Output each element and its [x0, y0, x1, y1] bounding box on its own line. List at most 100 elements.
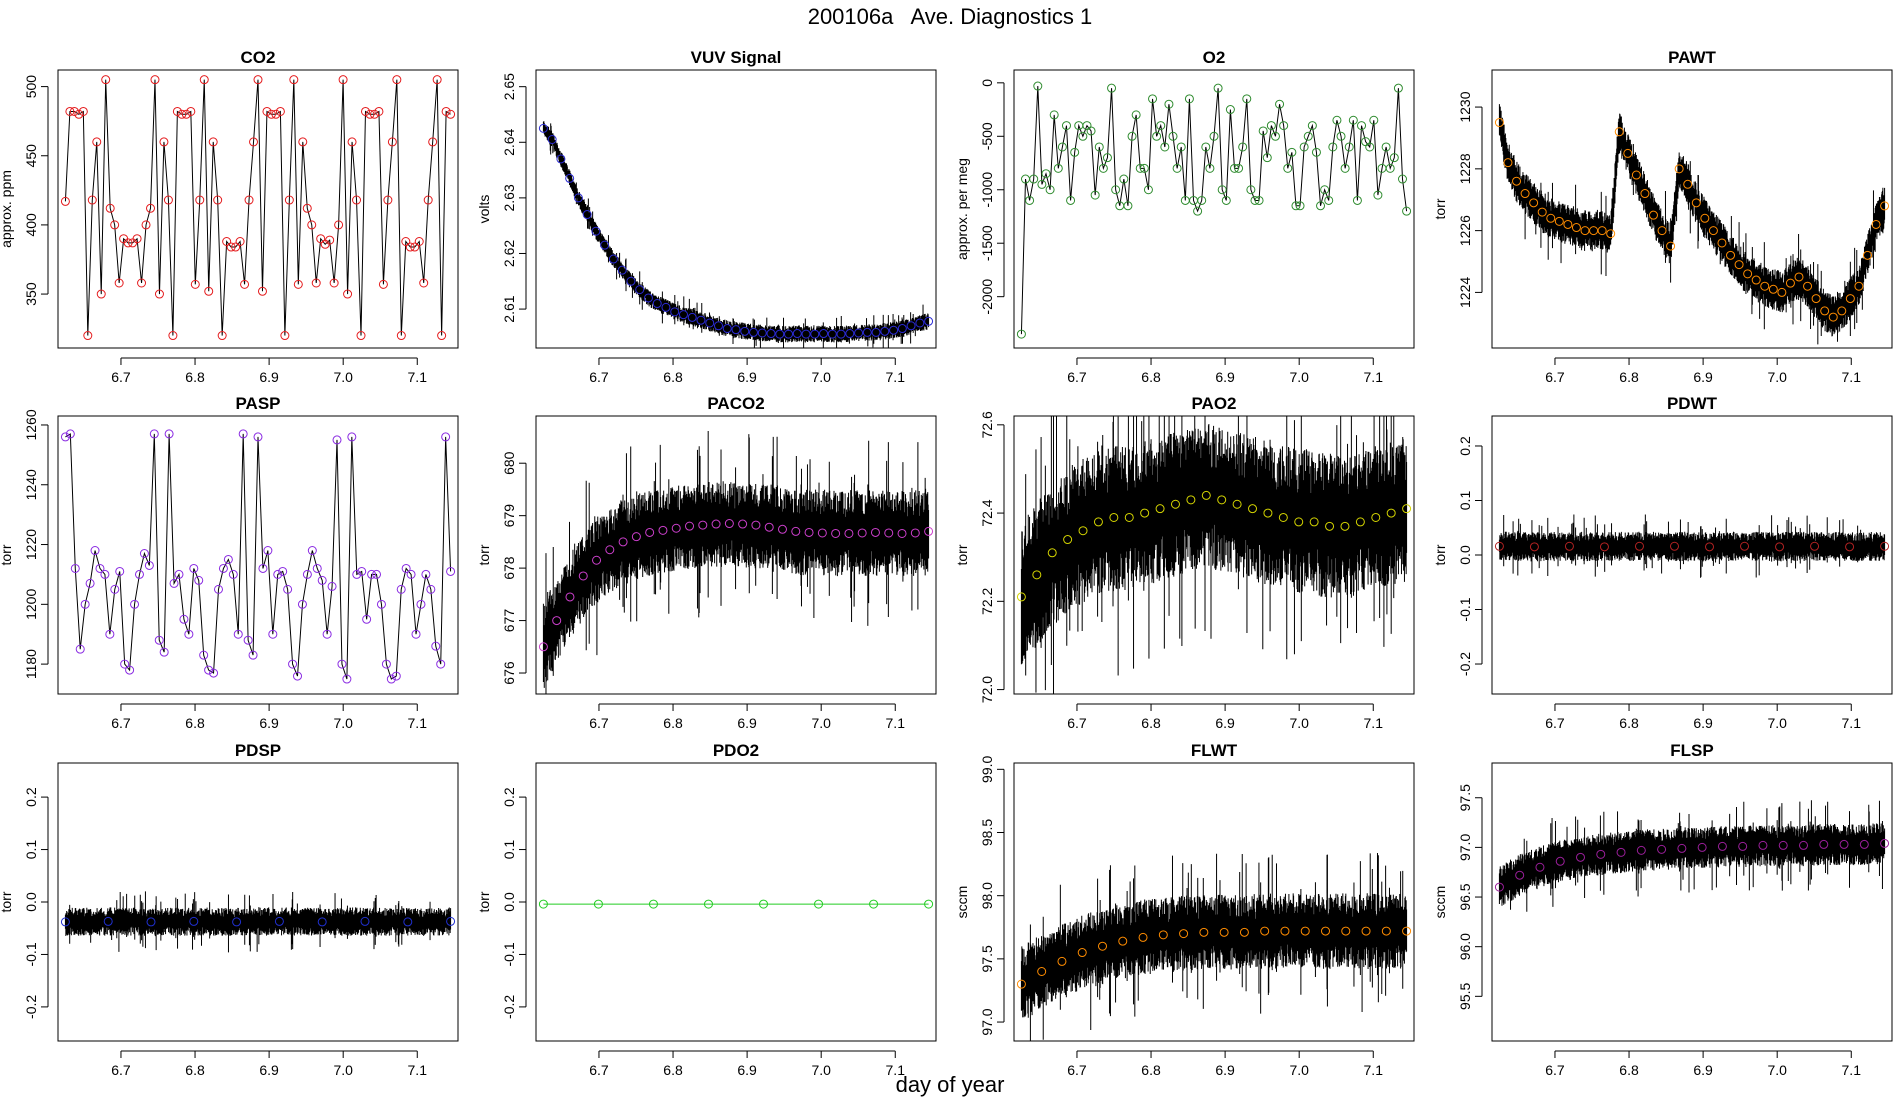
y-tick-label-vuv: 2.65 [501, 73, 517, 100]
data-point-flsp [1859, 839, 1869, 849]
x-tick-label-vuv: 6.9 [737, 369, 757, 385]
data-point-co2 [92, 137, 102, 147]
data-point-pao2 [1201, 490, 1211, 500]
data-point-vuv [871, 327, 881, 337]
data-point-co2 [181, 109, 191, 119]
plot-area-flsp [1494, 800, 1890, 912]
x-tick-label-paco2: 7.1 [886, 715, 906, 731]
x-tick-label-o2: 7.1 [1364, 369, 1384, 385]
data-point-co2 [199, 75, 209, 85]
data-point-pdwt [1669, 541, 1679, 551]
data-point-co2 [78, 106, 88, 116]
noise-trace-flwt [1020, 853, 1408, 1041]
data-point-pasp [85, 578, 95, 588]
data-point-pasp [125, 665, 135, 675]
data-point-pasp [263, 546, 273, 556]
data-point-pasp [342, 674, 352, 684]
data-point-co2 [329, 278, 339, 288]
x-tick-label-vuv: 7.0 [811, 369, 831, 385]
data-point-pdsp [232, 917, 242, 927]
data-point-flsp [1738, 841, 1748, 851]
data-point-vuv [556, 154, 566, 164]
data-point-co2 [325, 235, 335, 245]
data-point-co2 [222, 237, 232, 247]
data-point-paco2 [777, 524, 787, 534]
data-point-pawt [1751, 275, 1761, 285]
data-point-o2 [1160, 142, 1170, 152]
data-point-co2 [60, 196, 70, 206]
data-point-vuv [678, 310, 688, 320]
data-point-co2 [334, 220, 344, 230]
data-point-pao2 [1016, 592, 1026, 602]
data-point-pasp [154, 635, 164, 645]
data-point-flsp [1717, 841, 1727, 851]
data-point-flsp [1677, 843, 1687, 853]
plot-frame-pdo2 [535, 762, 937, 1042]
data-point-paco2 [791, 526, 801, 536]
data-point-co2 [141, 220, 151, 230]
data-point-o2 [1213, 83, 1223, 93]
x-tick-label-pdsp: 7.0 [333, 1062, 353, 1078]
data-point-co2 [387, 137, 397, 147]
x-tick-label-pdo2: 7.0 [811, 1062, 831, 1078]
data-point-o2 [1270, 131, 1280, 141]
data-point-pasp [218, 563, 228, 573]
data-point-pao2 [1063, 535, 1073, 545]
data-point-co2 [378, 279, 388, 289]
y-tick-label-pdsp: -0.1 [23, 942, 39, 966]
data-point-pasp [169, 578, 179, 588]
data-point-co2 [401, 237, 411, 247]
data-point-pasp [179, 614, 189, 624]
y-axis-label-pasp: torr [0, 544, 14, 565]
data-point-paco2 [671, 523, 681, 533]
data-point-co2 [177, 109, 187, 119]
x-tick-label-pdwt: 7.0 [1767, 715, 1787, 731]
data-point-pao2 [1140, 508, 1150, 518]
panel-title-pao2: PAO2 [1191, 394, 1236, 413]
data-point-pasp [347, 432, 357, 442]
noise-trace-paco2 [542, 431, 930, 694]
plot-area-paco2 [538, 431, 934, 694]
data-point-paco2 [870, 527, 880, 537]
data-point-pawt [1880, 201, 1890, 211]
data-point-co2 [204, 286, 214, 296]
data-point-vuv [547, 135, 557, 144]
data-point-co2 [114, 278, 124, 288]
data-point-o2 [1283, 163, 1293, 173]
plot-area-pasp [60, 429, 456, 684]
data-point-o2 [1016, 329, 1026, 339]
data-point-pawt [1606, 229, 1616, 239]
y-axis-label-paco2: torr [476, 544, 492, 565]
data-point-co2 [392, 75, 402, 85]
data-point-o2 [1352, 195, 1362, 205]
data-point-vuv [906, 321, 916, 331]
x-tick-label-flwt: 6.8 [1141, 1062, 1161, 1078]
data-point-vuv [538, 123, 548, 133]
data-point-vuv [827, 329, 837, 339]
data-point-vuv [565, 173, 575, 183]
data-point-co2 [132, 234, 142, 244]
panel-title-pdsp: PDSP [235, 741, 281, 760]
data-point-pdwt [1810, 541, 1820, 551]
data-point-pdsp [446, 916, 456, 926]
data-point-paco2 [817, 528, 827, 538]
series-line-pawt [1498, 122, 1886, 318]
data-point-o2 [1373, 190, 1383, 200]
data-point-paco2 [565, 592, 575, 602]
data-point-paco2 [552, 616, 562, 626]
data-point-pasp [278, 566, 288, 576]
data-point-pasp [381, 659, 391, 669]
data-point-vuv [582, 210, 592, 220]
data-point-co2 [253, 75, 263, 85]
panel-title-pdo2: PDO2 [713, 741, 759, 760]
data-point-o2 [1275, 99, 1285, 109]
data-point-pao2 [1263, 508, 1273, 518]
data-point-co2 [441, 106, 451, 116]
data-point-co2 [356, 331, 366, 341]
data-point-pao2 [1355, 517, 1365, 527]
data-point-vuv [687, 312, 697, 322]
x-tick-label-pdo2: 6.8 [663, 1062, 683, 1078]
data-point-flwt [1239, 927, 1249, 937]
data-point-pdsp [189, 916, 199, 926]
y-tick-label-pdsp: 0.2 [23, 787, 39, 807]
